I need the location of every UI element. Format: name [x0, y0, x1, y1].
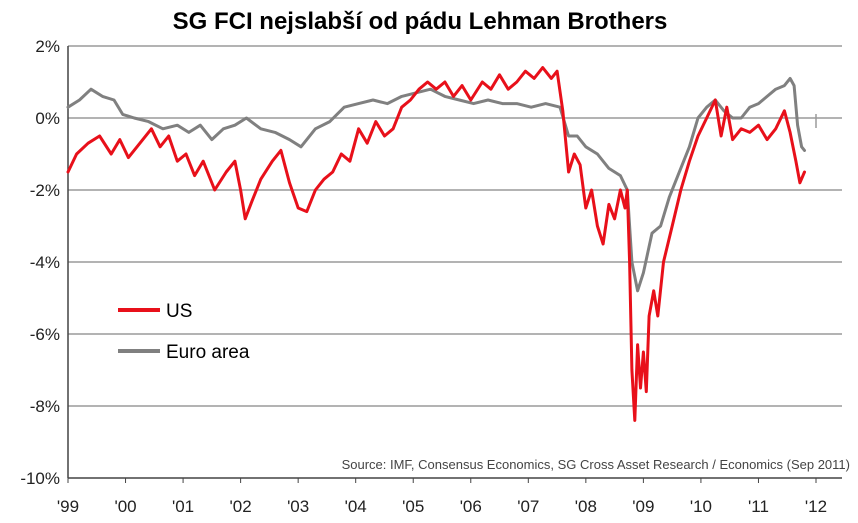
y-tick-label: -10% [20, 469, 60, 488]
y-tick-label: 0% [35, 109, 60, 128]
x-tick-label: '08 [575, 497, 597, 516]
grid-lines [68, 45, 842, 407]
x-tick-label: '06 [460, 497, 482, 516]
series-line-euro-area [66, 76, 806, 293]
x-tick-label: '02 [230, 497, 252, 516]
chart-title: SG FCI nejslabší od pádu Lehman Brothers [173, 8, 668, 35]
x-tick-label: '99 [57, 497, 79, 516]
x-tick-label: '12 [805, 497, 827, 516]
series-line-us [66, 66, 806, 422]
y-tick-labels: 2% 0% -2% -4% -6% -8% -10% [20, 37, 60, 488]
y-tick-label: -8% [30, 397, 60, 416]
series-lines [66, 66, 806, 422]
x-tick-label: '03 [287, 497, 309, 516]
axes [67, 46, 842, 483]
y-tick-label: -4% [30, 253, 60, 272]
legend-label-us: US [166, 301, 192, 322]
legend-label-euro-area: Euro area [166, 342, 250, 363]
y-tick-label: -2% [30, 181, 60, 200]
x-tick-label: '09 [632, 497, 654, 516]
y-tick-label: 2% [35, 37, 60, 56]
x-tick-label: '05 [402, 497, 424, 516]
x-tick-label: '11 [748, 497, 769, 516]
legend: US Euro area [118, 301, 250, 363]
x-tick-label: '01 [172, 497, 194, 516]
x-tick-labels: '99 '00 '01 '02 '03 '04 '05 '06 '07 '08 '09 '10 '11 '… [57, 497, 827, 516]
x-tick-label: '07 [517, 497, 539, 516]
x-tick-label: '00 [114, 497, 136, 516]
y-tick-label: -6% [30, 325, 60, 344]
x-tick-label: '04 [345, 497, 367, 516]
x-tick-label: '10 [690, 497, 712, 516]
source-note: Source: IMF, Consensus Economics, SG Cro… [342, 457, 850, 472]
